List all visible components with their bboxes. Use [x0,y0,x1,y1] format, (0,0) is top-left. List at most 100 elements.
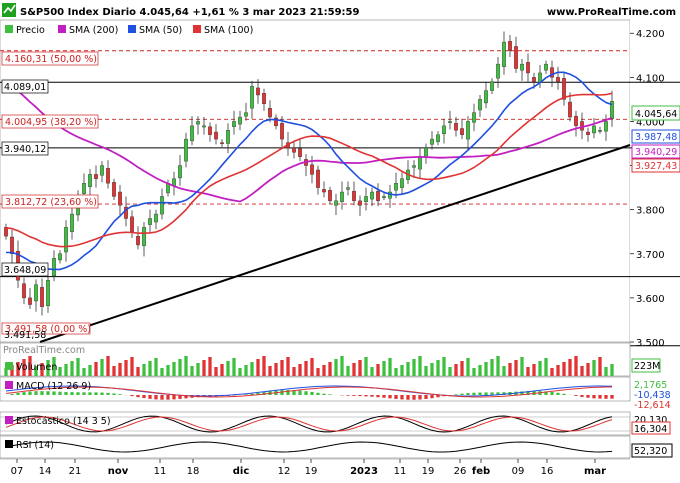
candle-body [202,126,205,127]
volume-bar [214,367,217,376]
fib-23-label: 3.812,72 (23,60 %) [5,197,97,208]
candle-body [250,86,253,108]
macd-bar [382,395,385,398]
volume-bar [328,362,331,376]
volume-bar [196,363,199,376]
candle-body [604,121,607,131]
macd-panel: MACD (12 26 9) 2,1765 -10,438 -12,614 [0,377,671,411]
macd-bar [298,391,301,395]
macd-bar [58,392,61,395]
candle-body [184,139,187,161]
legend-sma100: SMA (100) [204,25,253,36]
volume-bar [112,366,115,376]
x-tick-label: nov [108,466,129,477]
candle-body [130,217,133,232]
volume-bar [466,358,469,376]
sma100-tag: 3.927,43 [635,161,677,172]
candle-body [544,64,547,70]
macd-bar [106,393,109,395]
volume-bar [124,360,127,376]
candle-body [148,218,151,224]
site-link[interactable]: www.ProRealTime.com [547,7,676,18]
macd-bar [400,395,403,399]
volume-bar [358,360,361,376]
candle-body [346,188,349,190]
volume-bar [94,362,97,376]
y-tick-label: 3.700 [636,250,665,261]
candle-body [412,166,415,168]
candle-body [562,78,565,99]
volume-bar [352,363,355,376]
volume-bar [562,362,565,376]
candle-body [292,148,295,152]
macd-bar [424,395,427,399]
volume-bar [106,356,109,376]
volume-bar [76,358,79,376]
candle-body [136,236,139,245]
x-tick-label: 19 [305,466,318,477]
candle-body [154,214,157,222]
volume-bar [532,364,535,376]
volume-bar [292,367,295,376]
volume-bar [544,358,547,376]
macd-bar [166,395,169,400]
header: S&P500 Index Diario 4.045,64 +1,61 % 3 m… [2,3,676,18]
macd-bar [604,395,607,399]
macd-bar [88,392,91,395]
candle-body [382,196,385,197]
volume-bar [256,359,259,376]
candle-body [370,192,373,199]
volume-bar [442,357,445,376]
macd-bar [574,395,577,396]
watermark: ProRealTime.com [3,345,85,356]
x-tick-label: 11 [394,466,407,477]
volume-bar [280,360,283,376]
candle-body [94,174,97,178]
volume-bar [406,362,409,376]
macd-bar [454,394,457,395]
volume-bar [580,366,583,376]
candle-body [478,99,481,110]
macd-bar [430,395,433,398]
volume-bar [118,363,121,376]
candle-body [262,93,265,104]
volume-bar [64,364,67,376]
macd-bar [490,392,493,395]
candle-body [466,121,469,139]
candle-body [238,117,241,124]
macd-bar [172,395,175,399]
volume-bar [598,357,601,376]
volume-bar [232,358,235,376]
candle-body [112,182,115,196]
macd-bar [562,394,565,395]
volume-bar [82,368,85,376]
volume-bar [538,361,541,376]
candle-body [430,139,433,144]
volume-bar [370,367,373,376]
macd-bar [406,395,409,400]
candle-body [598,130,601,131]
candle-body [196,121,199,124]
level-3940-label: 3.940,12 [4,144,46,155]
volume-bar [586,363,589,376]
legend-sma50-swatch [128,25,136,33]
macd-bar [610,395,613,399]
macd-bar [466,393,469,395]
macd-bar [28,392,31,395]
candle-body [460,129,463,135]
macd-bar [22,392,25,395]
volume-bar [190,366,193,376]
volume-panel: ProRealTime.com Volumen 223M [0,343,660,376]
sma200-tag: 3.940,29 [635,147,677,158]
candle-body [520,64,523,70]
candle-body [160,196,163,214]
x-tick-label: 26 [454,466,467,477]
candle-body [58,254,61,260]
volume-bar [376,364,379,376]
candle-body [484,91,487,103]
candle-body [64,227,67,252]
candle-body [358,201,361,205]
volume-bar [100,359,103,376]
macd-bar [376,395,379,397]
